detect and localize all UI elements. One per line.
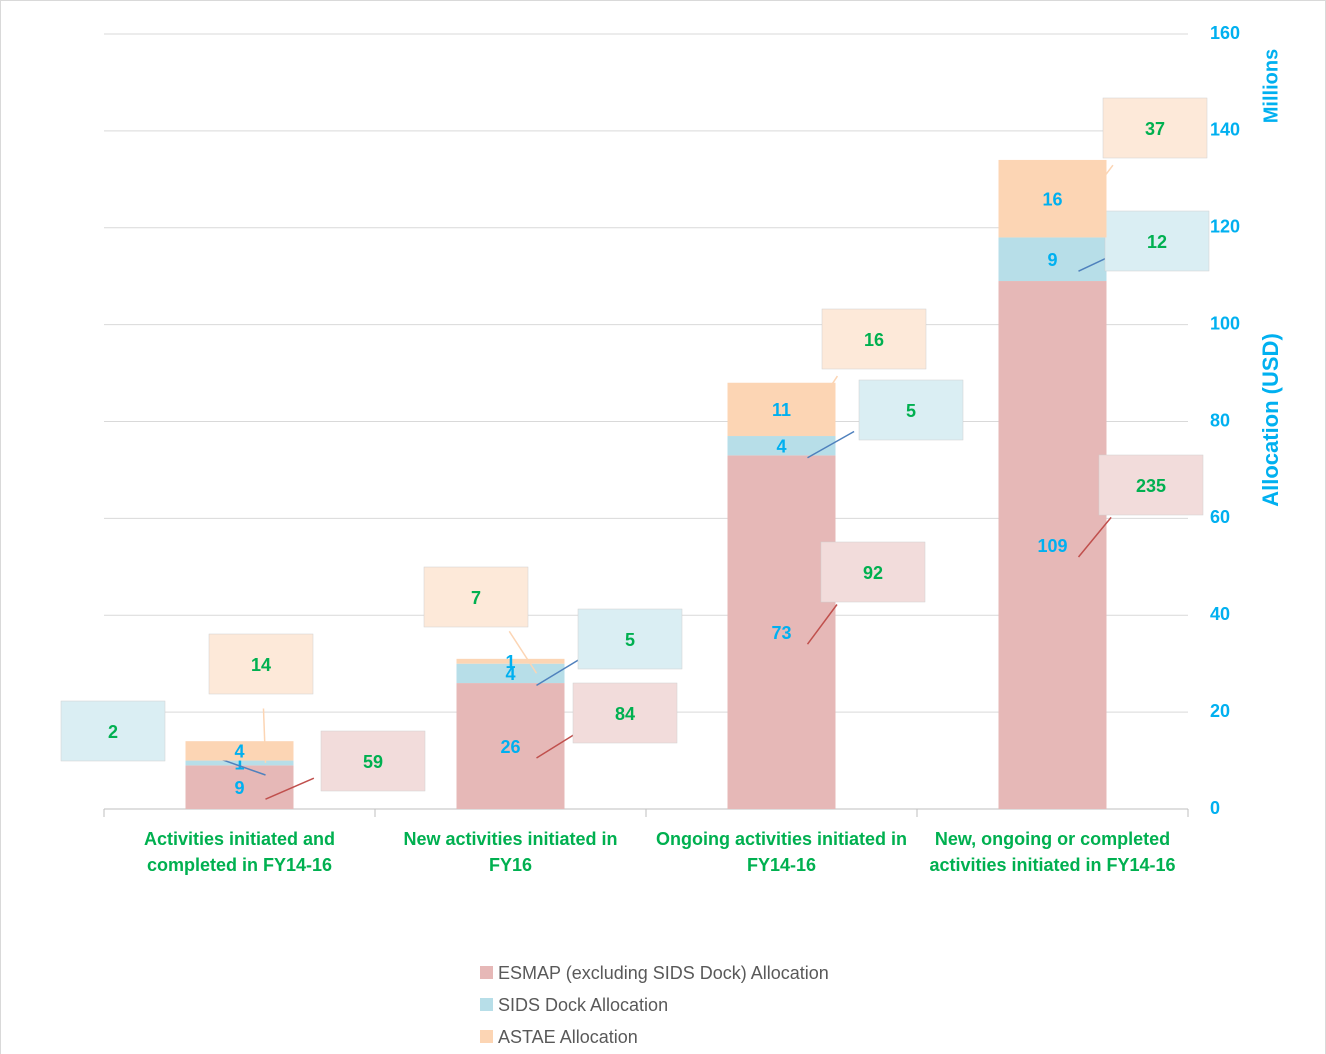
callout-label: 16 <box>864 330 884 350</box>
callout-box <box>423 566 529 628</box>
y-tick-label: 160 <box>1210 23 1240 43</box>
callout-box <box>577 608 683 670</box>
leader-line <box>265 777 315 800</box>
data-label: 26 <box>500 737 520 757</box>
data-label: 4 <box>234 742 244 762</box>
leader-line <box>806 375 839 422</box>
x-tick-label: Activities initiated and completed in FY… <box>143 829 336 875</box>
y-tick-label: 120 <box>1210 217 1240 237</box>
data-label: 4 <box>776 436 786 456</box>
callout-label: 5 <box>906 401 916 421</box>
callout-box <box>1102 97 1208 159</box>
data-label: 11 <box>772 400 791 420</box>
legend-label: ASTAE Allocation <box>498 1027 638 1047</box>
callout-box <box>60 700 166 762</box>
callout-box <box>208 633 314 695</box>
y-tick-label: 140 <box>1210 120 1240 140</box>
y-tick-label: 80 <box>1210 410 1230 430</box>
bar-segment <box>727 382 836 437</box>
y-tick-label: 60 <box>1210 507 1230 527</box>
x-tick-label: New activities initiated in FY16 <box>403 829 618 875</box>
legend-swatch <box>480 998 493 1011</box>
callout-box <box>1104 210 1210 272</box>
data-label: 109 <box>1037 536 1067 556</box>
callout-box <box>820 541 926 603</box>
bar-segment <box>456 663 565 684</box>
data-label: 1 <box>505 652 515 672</box>
bar-segment <box>456 683 565 809</box>
bar-segment <box>185 741 294 761</box>
legend-label: ESMAP (excluding SIDS Dock) Allocation <box>498 963 829 983</box>
callout-label: 14 <box>251 655 271 675</box>
leader-line <box>262 708 267 763</box>
callout-box <box>1098 454 1204 516</box>
leader-line <box>1077 516 1112 558</box>
data-label: 1 <box>234 754 244 774</box>
callout-label: 92 <box>863 563 883 583</box>
callout-label: 5 <box>625 630 635 650</box>
y-axis-title: Allocation (USD) <box>1258 333 1283 507</box>
y-tick-label: 0 <box>1210 798 1220 818</box>
x-tick-label: New, ongoing or completed activities ini… <box>929 829 1176 875</box>
x-tick-label: Ongoing activities initiated in FY14-16 <box>655 829 908 875</box>
callout-box <box>572 682 678 744</box>
callout-label: 2 <box>108 722 118 742</box>
callout-label: 12 <box>1147 232 1167 252</box>
bar-segment <box>185 765 294 809</box>
legend-label: SIDS Dock Allocation <box>498 995 668 1015</box>
leader-line <box>806 604 838 645</box>
data-label: 4 <box>505 664 515 684</box>
callout-box <box>821 308 927 370</box>
bar-segment <box>185 760 294 766</box>
callout-label: 59 <box>363 752 383 772</box>
callout-label: 37 <box>1145 119 1165 139</box>
callout-box <box>320 730 426 792</box>
leader-line <box>536 659 579 687</box>
y-unit-label: Millions <box>1260 49 1282 123</box>
callout-label: 235 <box>1136 476 1166 496</box>
bar-segment <box>727 436 836 456</box>
leader-line <box>807 430 855 459</box>
callout-label: 7 <box>471 588 481 608</box>
data-label: 9 <box>234 778 244 798</box>
leader-line <box>536 732 577 759</box>
data-label: 73 <box>771 623 791 643</box>
callout-box <box>858 379 964 441</box>
y-tick-label: 20 <box>1210 701 1230 721</box>
bar-segment <box>998 237 1107 282</box>
bar-segment <box>456 658 565 664</box>
data-label: 9 <box>1047 250 1057 270</box>
callout-label: 84 <box>615 704 635 724</box>
leader-line <box>1077 164 1114 212</box>
leader-line <box>508 630 538 674</box>
bar-segment <box>727 455 836 809</box>
legend-swatch <box>480 966 493 979</box>
data-label: 16 <box>1042 189 1062 209</box>
y-tick-label: 100 <box>1210 313 1240 333</box>
legend-swatch <box>480 1030 493 1043</box>
y-tick-label: 40 <box>1210 604 1230 624</box>
